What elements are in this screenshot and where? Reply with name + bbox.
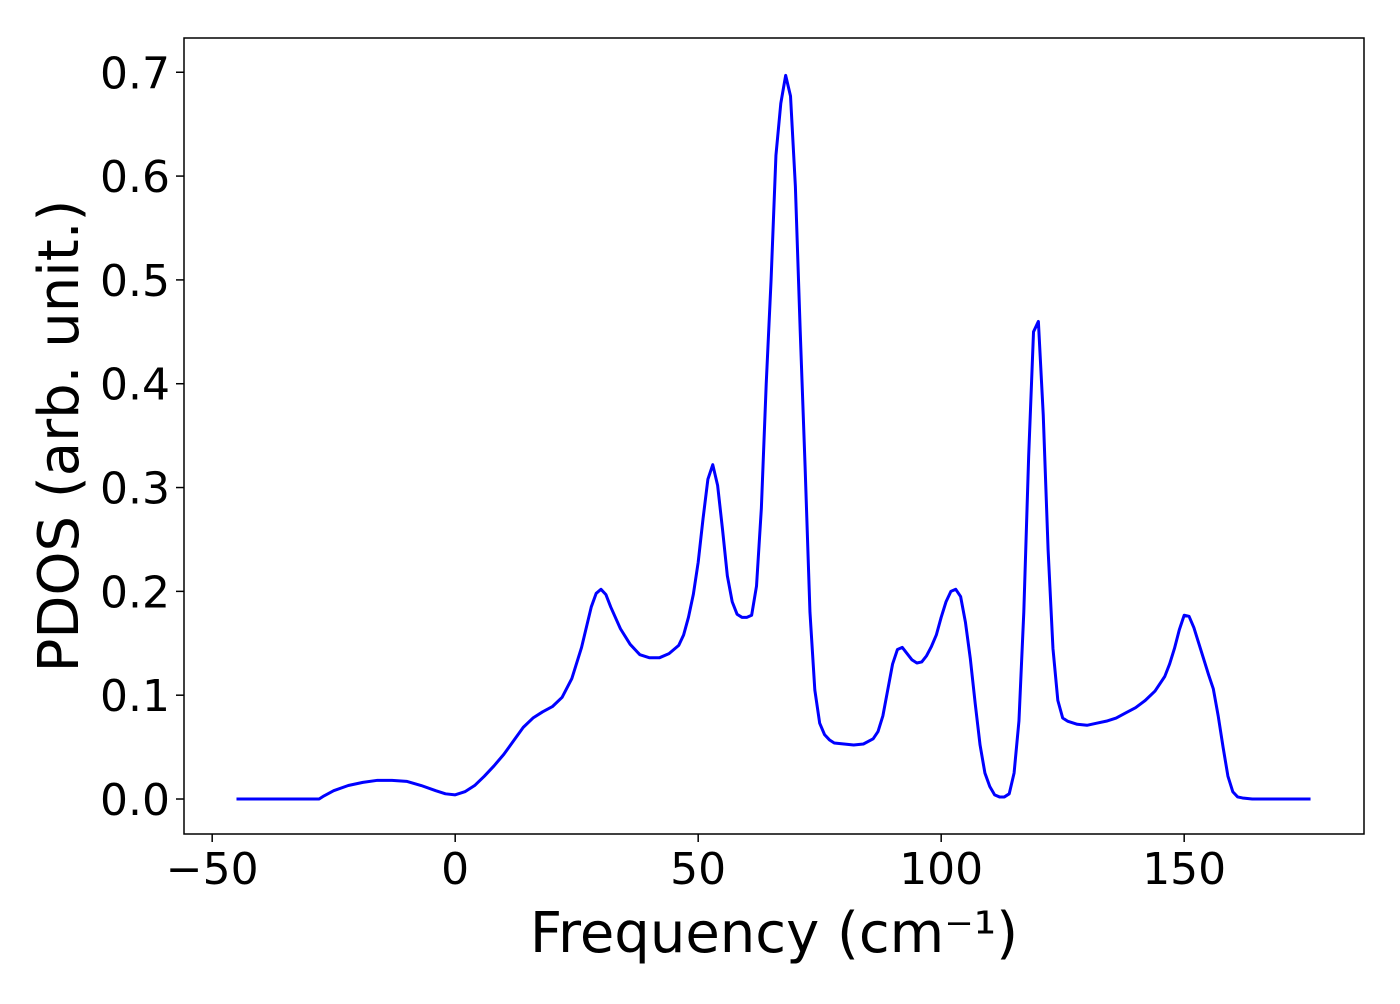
- y-tick-label: 0.2: [100, 567, 170, 618]
- x-tick-label: 0: [441, 844, 469, 895]
- x-tick-label: 150: [1142, 844, 1226, 895]
- x-tick-label: −50: [166, 844, 259, 895]
- x-tick-label: 100: [899, 844, 983, 895]
- x-tick-label: 50: [670, 844, 726, 895]
- y-tick-label: 0.7: [100, 48, 170, 99]
- y-tick-label: 0.0: [100, 775, 170, 826]
- data-line: [236, 73, 1311, 801]
- plot-frame: [183, 37, 1365, 835]
- y-tick-label: 0.6: [100, 152, 170, 203]
- y-tick-label: 0.3: [100, 464, 170, 515]
- x-axis-label: Frequency (cm⁻¹): [530, 901, 1018, 966]
- y-tick-label: 0.4: [100, 360, 170, 411]
- y-axis-label: PDOS (arb. unit.): [27, 200, 92, 673]
- y-tick-label: 0.5: [100, 256, 170, 307]
- y-tick-label: 0.1: [100, 671, 170, 722]
